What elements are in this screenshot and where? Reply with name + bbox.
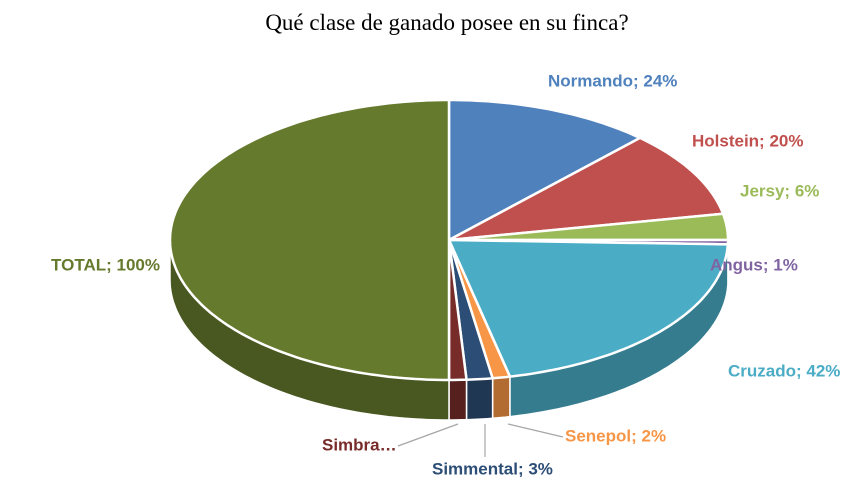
- leader-line: [397, 423, 459, 447]
- pie-side: [465, 377, 494, 421]
- data-label: Holstein; 20%: [692, 131, 803, 150]
- pie-slice: [447, 98, 642, 242]
- data-label: Normando; 24%: [548, 71, 677, 90]
- leader-line: [507, 423, 564, 438]
- data-label: Senepol; 2%: [565, 426, 666, 445]
- pie-side: [448, 378, 468, 421]
- pie-slice: [447, 136, 725, 242]
- chart-title: Qué clase de ganado posee en su finca?: [265, 10, 628, 35]
- pie-slice: [447, 238, 730, 378]
- data-label: Cruzado; 42%: [728, 361, 840, 380]
- data-label: Angus; 1%: [710, 255, 798, 274]
- pie-slice: [447, 212, 730, 242]
- pie-side: [491, 375, 511, 420]
- data-label: Simbra…: [322, 435, 397, 454]
- data-label: Simmental; 3%: [432, 459, 553, 478]
- data-label: TOTAL; 100%: [51, 255, 160, 274]
- data-label: Jersy; 6%: [740, 181, 819, 200]
- pie-slice: [168, 98, 451, 382]
